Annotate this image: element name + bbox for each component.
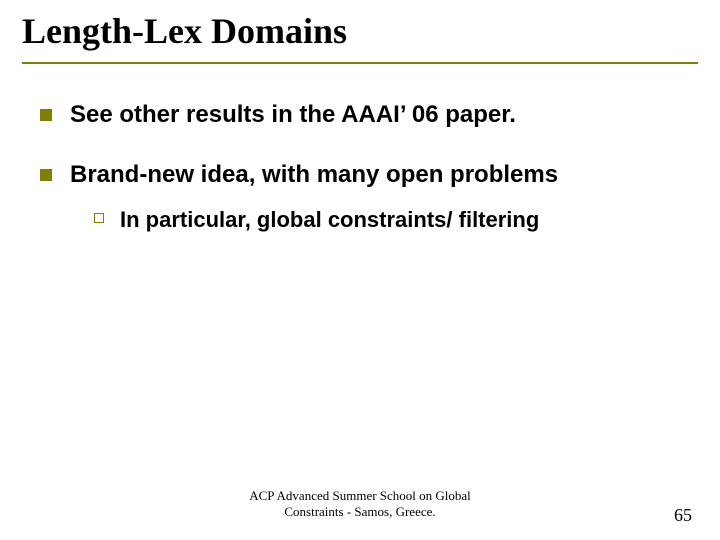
title-block: Length-Lex Domains [22, 10, 698, 64]
bullet-item: Brand-new idea, with many open problems [40, 160, 680, 190]
slide-title: Length-Lex Domains [22, 10, 698, 58]
bullet-item: See other results in the AAAI’ 06 paper. [40, 100, 680, 130]
bullet-text: Brand-new idea, with many open problems [70, 160, 558, 190]
footer-line-1: ACP Advanced Summer School on Global [249, 488, 471, 504]
page-number: 65 [674, 505, 692, 526]
square-bullet-icon [40, 169, 52, 181]
bullet-text: See other results in the AAAI’ 06 paper. [70, 100, 516, 130]
slide-body: See other results in the AAAI’ 06 paper.… [40, 100, 680, 234]
sub-bullet-item: In particular, global constraints/ filte… [94, 206, 680, 234]
footer-center: ACP Advanced Summer School on Global Con… [249, 488, 471, 521]
slide: Length-Lex Domains See other results in … [0, 0, 720, 540]
sub-bullet-text: In particular, global constraints/ filte… [120, 206, 539, 234]
footer-line-2: Constraints - Samos, Greece. [249, 504, 471, 520]
slide-footer: ACP Advanced Summer School on Global Con… [0, 488, 720, 528]
title-underline [22, 62, 698, 64]
square-outline-bullet-icon [94, 213, 104, 223]
square-bullet-icon [40, 109, 52, 121]
